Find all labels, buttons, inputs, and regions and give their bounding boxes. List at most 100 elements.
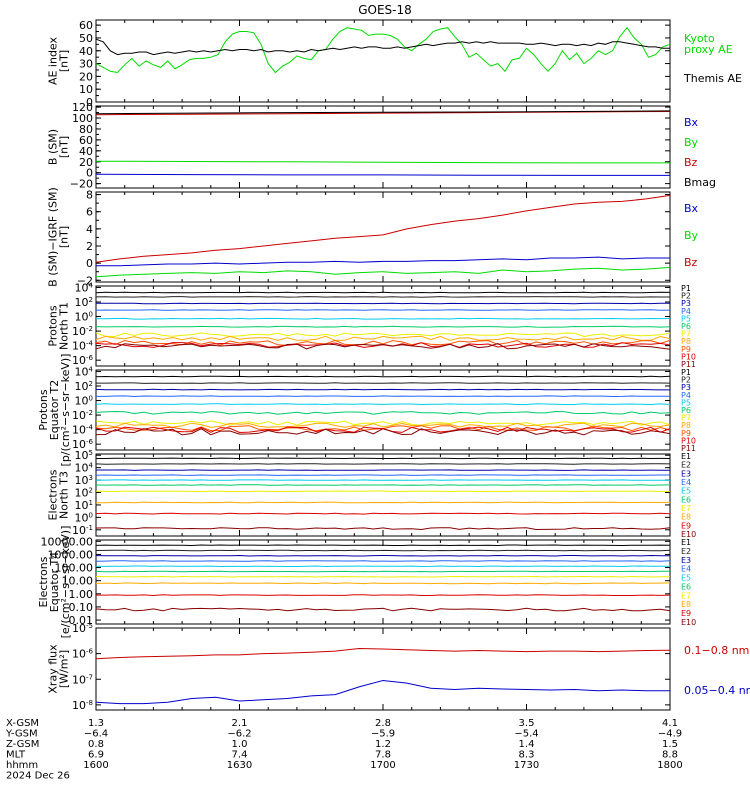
- series-line-bz: [95, 194, 671, 263]
- legend-e9: E9: [681, 609, 691, 618]
- y-tick-label: 10-6: [72, 648, 94, 661]
- series-line-e7: [95, 490, 671, 493]
- series-line-p4: [95, 309, 671, 311]
- series-line-e1: [96, 457, 671, 460]
- series-line-p6: [95, 325, 671, 328]
- y-tick-label: 10-7: [72, 673, 93, 686]
- x-axis-value: −6.4: [84, 729, 108, 740]
- y-tick-label: 10-5: [72, 622, 93, 635]
- x-axis-row-label: MLT: [6, 750, 26, 761]
- x-axis-value: 1600: [83, 760, 108, 771]
- y-axis-label: [p/(cm²−s−sr−keV)]: [59, 354, 72, 467]
- y-tick-label: 30: [79, 58, 93, 71]
- series-line-0-05-0-4-nm: [95, 679, 670, 705]
- x-axis-value: −4.9: [658, 729, 682, 740]
- legend-p6: P6: [681, 322, 691, 331]
- y-axis-label: B (SM)−IGRF (SM): [47, 187, 60, 287]
- x-axis-value: 2.8: [375, 718, 391, 729]
- series-line-p11: [95, 342, 671, 350]
- series-line-p6: [95, 410, 671, 415]
- legend-e6: E6: [681, 582, 691, 591]
- y-tick-label: 10-4: [72, 340, 94, 353]
- y-tick-label: 20: [79, 70, 93, 83]
- y-tick-label: 0.01: [69, 614, 94, 627]
- y-axis-label: [nT]: [58, 50, 71, 72]
- legend-e8: E8: [681, 513, 691, 522]
- y-tick-label: 104: [75, 462, 94, 475]
- x-axis-value: 3.5: [519, 718, 535, 729]
- x-axis-value: 1.0: [232, 739, 248, 750]
- y-axis-label: AE index: [47, 36, 60, 85]
- series-line-p5: [96, 317, 671, 320]
- y-tick-label: 60: [79, 134, 93, 147]
- series-line-bmag: [95, 110, 671, 115]
- legend-e3: E3: [681, 469, 691, 478]
- legend-p10: P10: [681, 352, 696, 361]
- series-line-p4: [96, 395, 670, 398]
- y-axis-label: [W/m²]: [58, 650, 71, 688]
- y-tick-label: −20: [70, 178, 93, 191]
- legend-bx: Bx: [684, 116, 699, 129]
- x-axis-row-label: Z-GSM: [6, 739, 39, 750]
- legend-bmag: Bmag: [684, 176, 716, 189]
- legend-e5: E5: [681, 487, 691, 496]
- legend-p2: P2: [681, 376, 691, 385]
- legend-bz: Bz: [684, 156, 698, 169]
- x-axis-value: 1.2: [375, 739, 391, 750]
- legend-0-05-0-4-nm: 0.05−0.4 nm: [684, 684, 750, 697]
- y-tick-label: 100.00: [55, 562, 94, 575]
- y-tick-label: 10-4: [72, 424, 94, 437]
- legend-e7: E7: [681, 504, 691, 513]
- series-line-e9: [96, 594, 671, 597]
- legend-e5: E5: [681, 574, 691, 583]
- y-tick-label: 104: [75, 365, 94, 378]
- y-tick-label: 102: [75, 487, 93, 500]
- legend-p1: P1: [681, 284, 691, 293]
- y-tick-label: 80: [79, 123, 93, 136]
- legend-p11: P11: [681, 444, 696, 453]
- x-axis-row-label: X-GSM: [6, 718, 39, 729]
- series-line-e8: [96, 501, 671, 504]
- series-line-bx: [95, 173, 670, 176]
- y-tick-label: 50: [79, 32, 93, 45]
- legend-e9: E9: [681, 521, 691, 530]
- y-tick-label: 105: [75, 449, 93, 462]
- y-axis-label: [nT]: [58, 136, 71, 158]
- y-tick-label: 40: [79, 145, 93, 158]
- series-line-by: [95, 266, 671, 278]
- legend-e3: E3: [681, 556, 691, 565]
- x-axis-value: 6.9: [88, 750, 104, 761]
- y-axis-label: [e/(cm²−s−sr−keV)]: [59, 526, 72, 639]
- y-tick-label: 20: [79, 156, 93, 169]
- x-axis-value: 8.8: [662, 750, 678, 761]
- series-line-e5: [95, 565, 670, 568]
- y-axis-label: Equator T2: [48, 380, 61, 440]
- y-tick-label: 10-2: [72, 409, 93, 422]
- y-axis-label: Xray flux: [47, 644, 60, 694]
- series-line-e6: [95, 570, 670, 573]
- legend-p7: P7: [681, 330, 691, 339]
- series-line-e7: [95, 575, 670, 578]
- series-line-e3: [95, 554, 671, 557]
- y-tick-label: 102: [75, 380, 93, 393]
- figure-title: GOES-18: [358, 3, 412, 17]
- y-tick-label: 0.10: [69, 601, 94, 614]
- y-axis-label: Electrons: [37, 556, 50, 607]
- x-axis-row-label: Y-GSM: [5, 729, 38, 740]
- legend-bz: Bz: [684, 256, 698, 269]
- series-line-p7: [95, 420, 671, 426]
- legend-e1: E1: [681, 538, 691, 547]
- panel-frame: [95, 285, 671, 367]
- series-line-p3: [95, 388, 670, 391]
- y-tick-label: 2: [86, 240, 93, 253]
- x-axis-value: 7.4: [232, 750, 248, 761]
- x-axis-value: 2.1: [232, 718, 248, 729]
- legend-p3: P3: [681, 299, 691, 308]
- series-line-e6: [95, 484, 671, 486]
- y-tick-label: 4: [86, 223, 93, 236]
